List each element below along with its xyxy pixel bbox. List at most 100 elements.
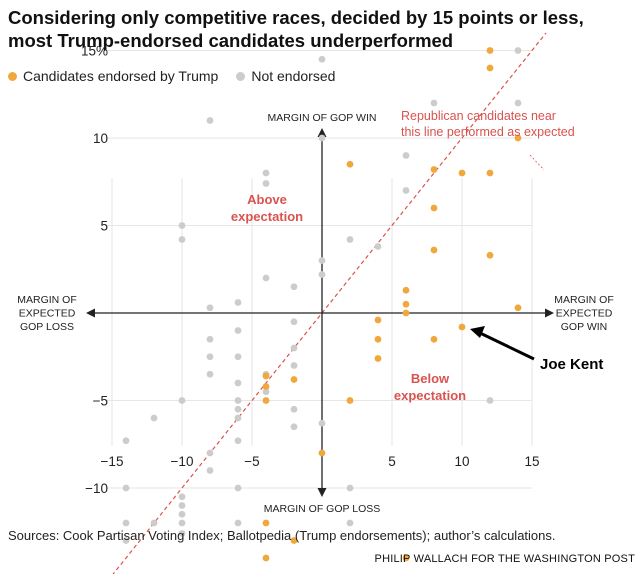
point-not-endorsed (206, 370, 214, 378)
point-endorsed (262, 519, 270, 527)
below-expectation-line: Below (411, 371, 450, 386)
point-not-endorsed (234, 437, 242, 445)
point-not-endorsed (234, 327, 242, 334)
above-expectation-line: expectation (231, 209, 303, 224)
point-not-endorsed (318, 257, 326, 264)
point-endorsed (430, 166, 438, 173)
point-not-endorsed (346, 519, 354, 527)
point-endorsed (430, 335, 438, 343)
below-expectation-line: expectation (394, 388, 466, 403)
point-endorsed (486, 47, 494, 54)
point-not-endorsed (234, 405, 242, 413)
point-endorsed (486, 169, 494, 177)
point-not-endorsed (318, 271, 326, 278)
point-not-endorsed (346, 484, 354, 492)
y-tick-label: 5 (100, 219, 108, 234)
credit-line: PHILIP WALLACH FOR THE WASHINGTON POST (374, 553, 635, 565)
y-tick-label: −10 (85, 481, 108, 496)
y-tick-label: 10 (93, 131, 108, 146)
point-endorsed (262, 383, 270, 390)
point-not-endorsed (262, 388, 270, 396)
title-line-1: Considering only competitive races, deci… (8, 7, 584, 28)
callout-label-joe-kent: Joe Kent (540, 356, 603, 373)
point-not-endorsed (234, 397, 242, 404)
point-not-endorsed (430, 99, 438, 107)
title-line-2: most Trump-endorsed candidates underperf… (8, 30, 454, 51)
point-not-endorsed (234, 299, 242, 306)
point-endorsed (486, 251, 494, 259)
x-axis-arrow-left (86, 308, 95, 318)
point-not-endorsed (290, 405, 298, 413)
point-endorsed (262, 554, 270, 562)
point-endorsed (374, 335, 382, 343)
callout-arrow-head (470, 326, 485, 338)
point-endorsed (290, 376, 298, 383)
point-not-endorsed (234, 484, 242, 492)
point-not-endorsed (290, 344, 298, 352)
point-not-endorsed (178, 397, 186, 404)
point-not-endorsed (206, 304, 214, 312)
point-endorsed (290, 537, 298, 544)
y-axis-arrow-up (317, 128, 327, 137)
y-axis-title-bottom: MARGIN OF GOP LOSS (264, 503, 381, 515)
point-not-endorsed (514, 47, 522, 54)
x-axis-title-right-line: MARGIN OF (554, 294, 614, 306)
point-endorsed (346, 160, 354, 168)
point-not-endorsed (486, 397, 494, 404)
point-not-endorsed (178, 510, 186, 518)
point-not-endorsed (122, 437, 130, 445)
x-axis-title-right-line: EXPECTED (556, 308, 613, 320)
point-not-endorsed (262, 169, 270, 177)
x-tick-label: 10 (454, 454, 469, 469)
point-endorsed (458, 169, 466, 177)
y-axis-title-top: MARGIN OF GOP WIN (268, 112, 377, 124)
point-not-endorsed (318, 55, 326, 63)
point-not-endorsed (234, 519, 242, 527)
point-not-endorsed (150, 414, 158, 422)
point-endorsed (486, 64, 494, 72)
legend: Candidates endorsed by Trump Not endorse… (8, 68, 353, 84)
point-not-endorsed (178, 493, 186, 501)
point-not-endorsed (290, 318, 298, 326)
reference-note-leader (529, 154, 545, 171)
point-not-endorsed (150, 519, 158, 527)
x-tick-label: −15 (101, 454, 124, 469)
point-endorsed (318, 449, 326, 457)
point-not-endorsed (206, 335, 214, 343)
point-not-endorsed (178, 236, 186, 243)
point-not-endorsed (206, 353, 214, 361)
point-not-endorsed (234, 414, 242, 422)
reference-line (112, 32, 547, 574)
point-not-endorsed (514, 99, 522, 107)
point-endorsed (430, 246, 438, 254)
point-endorsed (402, 554, 410, 562)
point-not-endorsed (290, 423, 298, 431)
point-endorsed (402, 286, 410, 294)
x-tick-label: −5 (244, 454, 259, 469)
y-tick-label: 15% (81, 44, 108, 59)
x-tick-label: −10 (171, 454, 194, 469)
point-not-endorsed (178, 519, 186, 527)
point-not-endorsed (402, 187, 410, 194)
x-axis-title-left-line: MARGIN OF (17, 294, 77, 306)
legend-label-not-endorsed: Not endorsed (251, 68, 336, 84)
point-endorsed (374, 355, 382, 362)
point-endorsed (374, 316, 382, 324)
point-not-endorsed (178, 530, 186, 537)
point-not-endorsed (346, 236, 354, 243)
chart-title: Considering only competitive races, deci… (8, 6, 638, 52)
point-not-endorsed (234, 379, 242, 387)
y-axis-arrow-down (317, 488, 327, 497)
source-note: Sources: Cook Partisan Voting Index; Bal… (8, 528, 556, 543)
point-endorsed (262, 372, 270, 380)
point-not-endorsed (290, 362, 298, 369)
point-endorsed (402, 309, 410, 317)
point-endorsed (514, 134, 522, 142)
point-not-endorsed (374, 243, 382, 250)
above-expectation-line: Above (247, 192, 287, 207)
legend-label-endorsed: Candidates endorsed by Trump (23, 68, 219, 84)
point-not-endorsed (206, 117, 214, 124)
point-not-endorsed (178, 222, 186, 229)
point-not-endorsed (206, 449, 214, 457)
